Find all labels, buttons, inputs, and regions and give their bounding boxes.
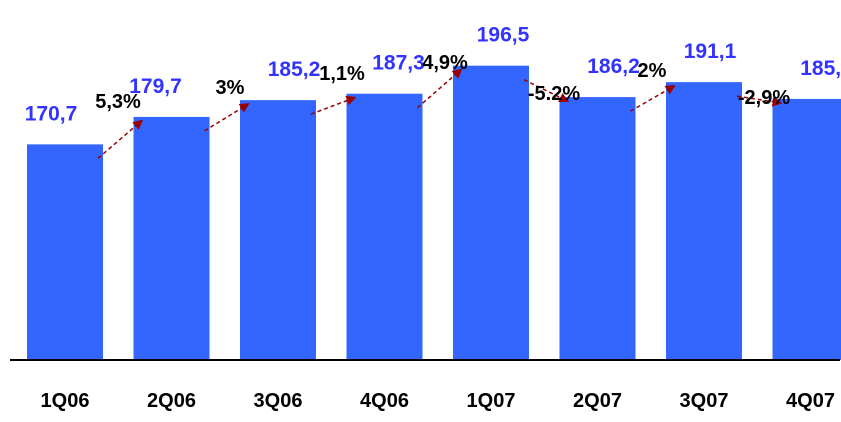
growth-label-4Q06-to-1Q07: 4,9% (422, 52, 468, 74)
category-label-4Q07: 4Q07 (786, 390, 835, 412)
bar-1Q06 (27, 144, 103, 360)
category-label-1Q06: 1Q06 (41, 390, 90, 412)
category-label-3Q07: 3Q07 (680, 390, 729, 412)
category-label-4Q06: 4Q06 (360, 390, 409, 412)
bar-4Q07 (773, 99, 841, 360)
growth-label-2Q06-to-3Q06: 3% (216, 77, 245, 99)
growth-label-3Q07-to-4Q07: -2,9% (738, 87, 790, 109)
value-label-4Q06: 187,3 (372, 52, 425, 75)
bar-2Q07 (560, 97, 636, 360)
value-label-2Q07: 186,2 (587, 55, 640, 78)
bars-layer (27, 66, 841, 360)
value-label-4Q07: 185,6 (800, 57, 841, 80)
value-label-3Q06: 185,2 (268, 58, 321, 81)
category-label-2Q06: 2Q06 (147, 390, 196, 412)
category-labels-layer: 1Q06 2Q06 3Q06 4Q06 1Q07 2Q07 3Q07 4Q07 (41, 390, 835, 412)
bar-2Q06 (134, 117, 210, 360)
growth-label-2Q07-to-3Q07: 2% (638, 60, 667, 82)
bar-4Q06 (347, 94, 423, 360)
category-label-3Q06: 3Q06 (254, 390, 303, 412)
growth-label-1Q07-to-2Q07: -5.2% (528, 83, 580, 105)
bar-3Q06 (240, 100, 316, 360)
value-label-3Q07: 191,1 (684, 40, 737, 63)
value-label-1Q06: 170,7 (25, 102, 78, 125)
bar-1Q07 (453, 66, 529, 360)
category-label-2Q07: 2Q07 (573, 390, 622, 412)
category-label-1Q07: 1Q07 (467, 390, 516, 412)
growth-label-1Q06-to-2Q06: 5,3% (95, 91, 141, 113)
value-label-1Q07: 196,5 (477, 24, 530, 47)
bar-3Q07 (666, 82, 742, 360)
growth-label-3Q06-to-4Q06: 1,1% (319, 63, 365, 85)
